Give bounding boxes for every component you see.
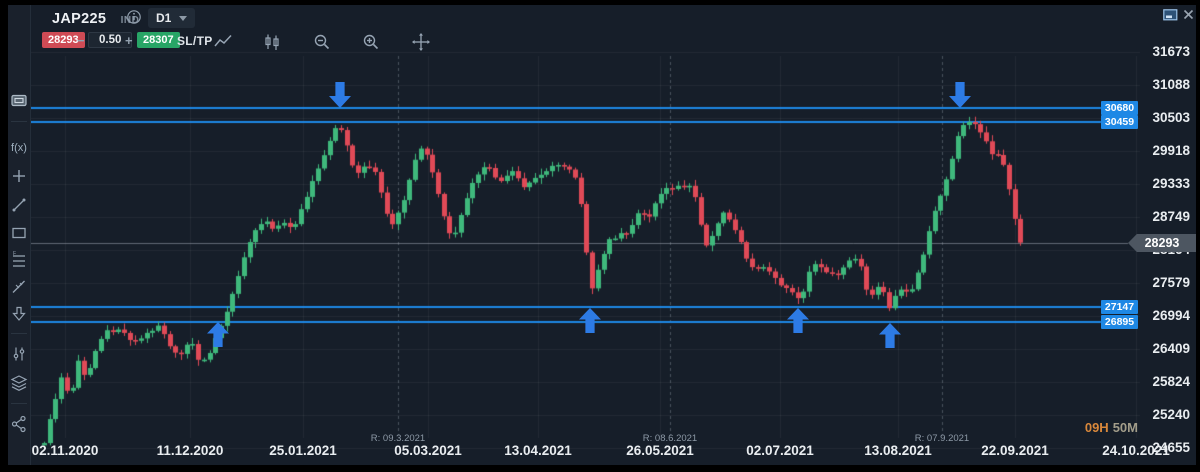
add-tool-button[interactable] <box>9 166 29 186</box>
line-chart-icon <box>214 34 232 47</box>
line-chart-type-button[interactable] <box>213 32 233 52</box>
zoom-in-icon <box>364 34 379 50</box>
arrow-marker-tool-button[interactable] <box>9 304 29 324</box>
decrease-amount-button[interactable]: − <box>77 33 85 48</box>
close-button[interactable] <box>1182 8 1195 21</box>
level-price-tag[interactable]: 26895 <box>1101 315 1138 329</box>
info-button[interactable] <box>126 9 142 25</box>
level-price-tag[interactable]: 30459 <box>1101 115 1138 129</box>
pan-mode-button[interactable] <box>411 32 431 52</box>
countdown-hours: 09H <box>1084 420 1109 435</box>
trend-line-icon <box>12 198 26 212</box>
screenshot-tool-button[interactable] <box>9 91 29 111</box>
level-price-tag[interactable]: 30680 <box>1101 101 1138 115</box>
trend-line-tool-button[interactable] <box>9 195 29 215</box>
amount-input[interactable]: 0.50 <box>88 32 133 48</box>
popout-button[interactable] <box>1163 9 1178 21</box>
popout-window-icon <box>1163 9 1178 21</box>
share-button[interactable] <box>9 414 29 434</box>
plus-icon <box>13 170 25 182</box>
fibonacci-tool-button[interactable]: F <box>9 251 29 271</box>
share-icon <box>11 415 26 433</box>
sidebar-divider <box>11 403 27 404</box>
close-icon <box>1183 9 1194 20</box>
countdown-minutes: 50M <box>1112 420 1138 435</box>
shape-tool-button[interactable] <box>9 223 29 243</box>
zoom-out-button[interactable] <box>312 32 332 52</box>
sidebar-divider <box>11 121 27 122</box>
sliders-icon <box>13 347 25 361</box>
candle-chart-type-button[interactable] <box>262 32 282 52</box>
current-price-tag: 28293 <box>1128 234 1196 252</box>
layers-icon <box>10 375 28 391</box>
brush-tool-button[interactable] <box>9 277 29 297</box>
market-type-label: IND <box>120 15 140 26</box>
layers-button[interactable] <box>9 373 29 393</box>
fibonacci-lines-icon: F <box>13 251 25 267</box>
timeframe-dropdown[interactable]: D1 <box>148 8 195 28</box>
screenshot-icon <box>11 94 27 107</box>
increase-amount-button[interactable]: + <box>125 33 133 48</box>
svg-text:F: F <box>13 251 16 257</box>
pan-crosshair-icon <box>411 33 430 51</box>
chart-settings-button[interactable] <box>9 344 29 364</box>
chevron-down-icon <box>178 16 187 22</box>
drawing-tools-sidebar: f(x) F <box>8 5 31 465</box>
sidebar-divider <box>11 333 27 334</box>
zoom-in-button[interactable] <box>361 32 381 52</box>
sltp-button[interactable]: SL/TP <box>177 34 213 48</box>
candlestick-chart-icon <box>265 34 280 50</box>
indicators-button[interactable]: f(x) <box>9 138 29 158</box>
buy-price-button[interactable]: 28307 <box>137 32 180 48</box>
sell-price-button[interactable]: 28293 <box>42 32 85 48</box>
rectangle-shape-icon <box>12 227 26 239</box>
symbol-label: JAP225 <box>52 11 107 27</box>
brush-stroke-icon <box>12 280 25 293</box>
candle-countdown: 09H 50M <box>1062 420 1138 435</box>
zoom-out-icon <box>314 34 329 50</box>
timeframe-label: D1 <box>156 11 172 25</box>
down-arrow-outline-icon <box>12 306 26 321</box>
info-icon <box>127 10 141 24</box>
level-price-tag[interactable]: 27147 <box>1101 300 1138 314</box>
fx-icon: f(x) <box>11 142 27 154</box>
